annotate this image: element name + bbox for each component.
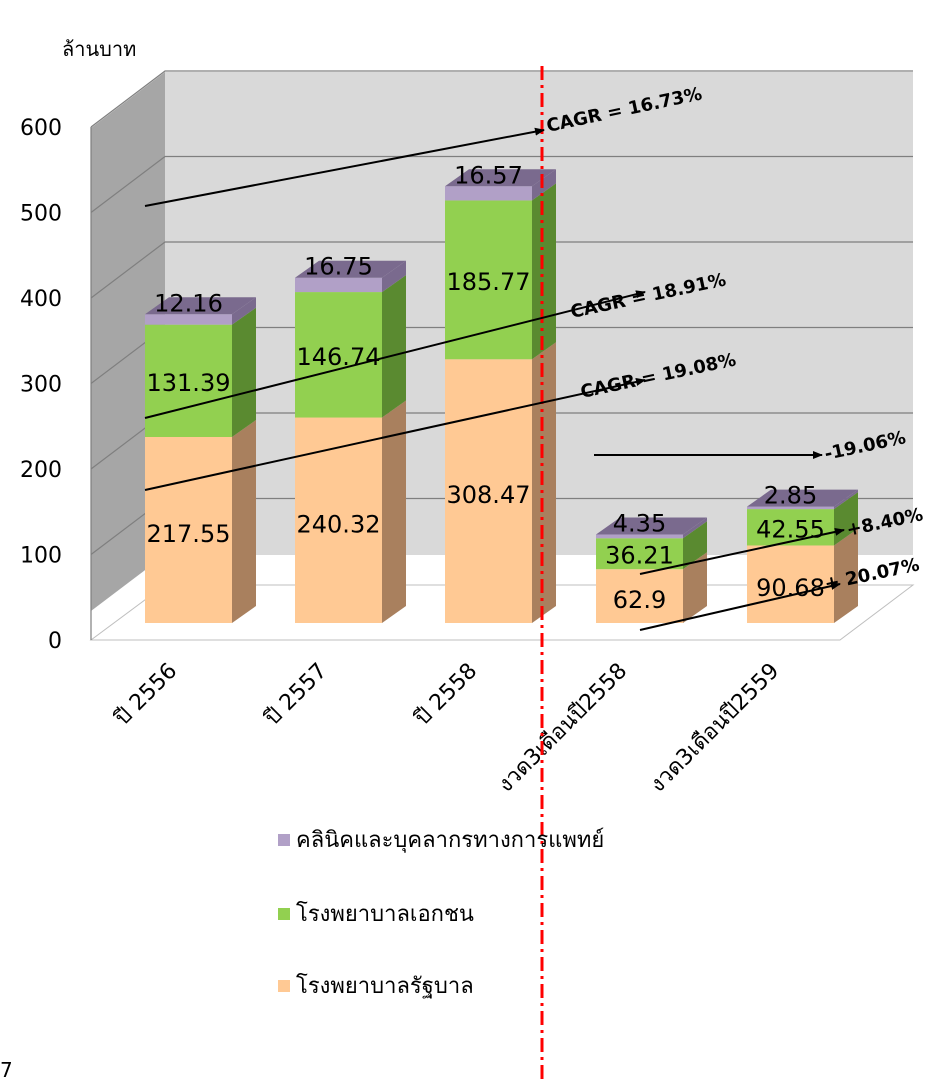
y-tick-label: 100 <box>20 544 62 569</box>
data-label: 36.21 <box>605 542 674 570</box>
clinic-segment-front <box>747 506 834 510</box>
y-tick-label: 300 <box>20 373 62 398</box>
cagr-arrow-private <box>144 290 646 419</box>
y-axis-title: ล้านบาท <box>62 37 136 61</box>
gridline <box>90 155 913 213</box>
data-label: 12.16 <box>154 289 223 317</box>
public-hospital-segment-side <box>532 342 556 623</box>
y-tick-label: 500 <box>20 202 62 227</box>
data-label: 308.47 <box>447 481 531 509</box>
legend-label-clinic: คลินิคและบุคลากรทางการแพทย์ <box>296 828 605 853</box>
public-hospital-segment-front <box>145 436 232 623</box>
clinic-segment-front <box>145 314 232 325</box>
private-hospital-segment-front <box>295 292 382 418</box>
clinic-segment-front <box>445 186 532 201</box>
y-axis: 0 100 200 300 400 500 600 <box>20 116 92 654</box>
bar-stack: 217.55 131.39 12.16 <box>145 289 256 623</box>
change-arrow-private <box>639 527 845 575</box>
data-label: 217.55 <box>147 520 231 548</box>
public-hospital-segment-side <box>683 552 707 623</box>
x-axis: ปี 2556 ปี 2557 ปี 2558 งวด3เดือนปี2558 งวด3… <box>109 659 784 798</box>
data-label: 4.35 <box>613 510 666 538</box>
private-hospital-segment-side <box>232 307 256 437</box>
private-hospital-segment-side <box>532 183 556 360</box>
bar-stack: 62.9 36.21 4.35 <box>596 510 707 623</box>
clinic-segment-top <box>445 169 556 187</box>
page-number: 7 <box>0 1058 13 1082</box>
data-label: 16.57 <box>454 161 523 189</box>
public-hospital-segment-front <box>747 545 834 623</box>
legend-item-private-hospital: โรงพยาบาลเอกชน <box>278 896 474 931</box>
public-hospital-segment-side <box>382 400 406 623</box>
x-tick-label: งวด3เดือนปี2559 <box>645 659 784 798</box>
y-tick-label: 600 <box>20 116 62 141</box>
public-hospital-segment-front <box>445 359 532 623</box>
data-label: 240.32 <box>297 510 381 538</box>
data-label: 62.9 <box>613 586 666 614</box>
clinic-segment-top <box>295 260 406 278</box>
y-tick-label: 400 <box>20 287 62 312</box>
x-tick-label: ปี 2557 <box>259 659 332 732</box>
cagr-arrow-clinic <box>144 127 545 207</box>
bar-stack: 240.32 146.74 16.75 <box>295 253 406 623</box>
data-label: 16.75 <box>304 253 373 281</box>
public-hospital-segment-front <box>596 569 683 623</box>
private-hospital-segment-front <box>445 200 532 360</box>
x-tick-label: ปี 2556 <box>109 659 182 732</box>
clinic-segment-front <box>295 277 382 293</box>
bars: 217.55 131.39 12.16 240.32 146.74 16.75 308.47… <box>145 161 858 623</box>
cagr-arrow-public <box>144 378 646 491</box>
clinic-segment-side <box>834 489 858 510</box>
legend-label-private-hospital: โรงพยาบาลเอกชน <box>296 902 474 927</box>
public-hospital-segment-side <box>834 528 858 623</box>
data-label: 2.85 <box>764 482 817 510</box>
data-label: 185.77 <box>447 268 531 296</box>
data-label: 146.74 <box>297 343 381 371</box>
legend-swatch-clinic <box>278 833 290 846</box>
private-hospital-segment-front <box>747 509 834 546</box>
bar-stack: 90.68 42.55 2.85 <box>747 482 858 623</box>
x-tick-label: ปี 2558 <box>409 659 482 732</box>
public-hospital-segment-front <box>295 417 382 623</box>
clinic-segment-top <box>747 489 858 507</box>
x-tick-label: งวด3เดือนปี2558 <box>493 659 632 798</box>
legend-swatch-private-hospital <box>278 907 290 920</box>
clinic-segment-top <box>596 517 707 535</box>
clinic-segment-side <box>532 169 556 201</box>
change-arrow-public <box>639 582 841 631</box>
private-hospital-segment-front <box>596 538 683 570</box>
clinic-segment-top <box>145 297 256 315</box>
legend-item-public-hospital: โรงพยาบาลรัฐบาล <box>278 968 474 1003</box>
private-hospital-segment-side <box>382 275 406 418</box>
clinic-segment-side <box>232 297 256 325</box>
private-hospital-segment-front <box>145 324 232 437</box>
data-label: 90.68 <box>756 574 825 602</box>
clinic-segment-front <box>596 534 683 539</box>
y-tick-label: 200 <box>20 458 62 483</box>
clinic-segment-side <box>683 517 707 539</box>
gridline <box>90 70 913 128</box>
legend-label-public-hospital: โรงพยาบาลรัฐบาล <box>296 974 474 999</box>
legend-swatch-public-hospital <box>278 979 290 992</box>
gridline <box>90 241 913 299</box>
bar-stack: 308.47 185.77 16.57 <box>445 161 556 623</box>
y-tick-label: 0 <box>48 629 62 654</box>
public-hospital-segment-side <box>232 419 256 623</box>
private-hospital-segment-side <box>683 521 707 570</box>
clinic-segment-side <box>382 260 406 293</box>
data-label: 131.39 <box>147 369 231 397</box>
legend-item-clinic: คลินิคและบุคลากรทางการแพทย์ <box>278 822 604 857</box>
data-label: 42.55 <box>756 515 825 543</box>
